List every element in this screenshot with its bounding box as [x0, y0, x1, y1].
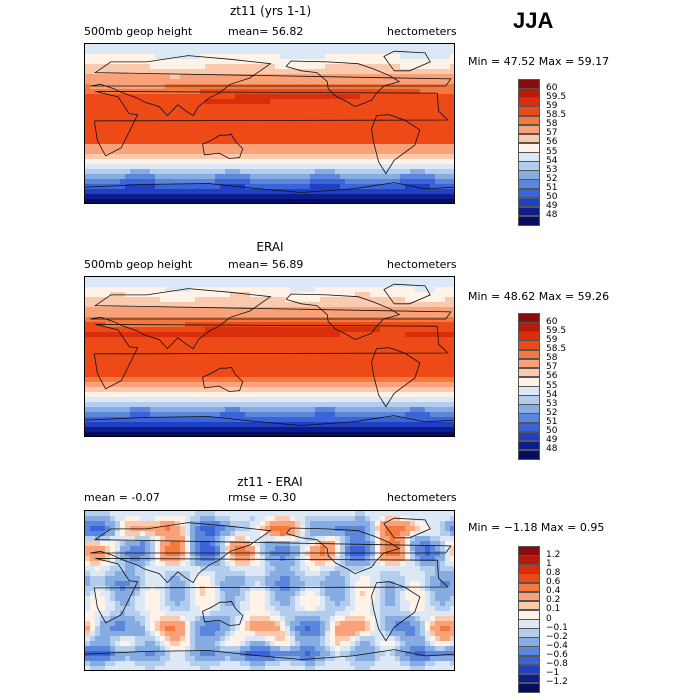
- colorbar-label: 54: [546, 389, 558, 400]
- panel2-map: [84, 276, 455, 437]
- colorbar-label: 51: [546, 183, 558, 193]
- panel2-left-label: 500mb geop height: [84, 258, 193, 271]
- colorbar-label: 0.6: [546, 577, 561, 587]
- colorbar-label: 58.5: [546, 344, 567, 354]
- panel1-title: zt11 (yrs 1-1): [230, 4, 312, 18]
- colorbar-label: 54: [546, 155, 558, 166]
- colorbar-label: −1.2: [546, 677, 568, 688]
- colorbar-label: 55: [546, 380, 558, 391]
- panel1-units: hectometers: [387, 25, 457, 38]
- panel1-map: [84, 43, 455, 204]
- colorbar-label: 53: [546, 398, 558, 409]
- colorbar-label: 60: [546, 82, 558, 93]
- colorbar-label: 50: [546, 192, 558, 203]
- season-label: JJA: [513, 8, 554, 33]
- panel1-minmax: Min = 47.52 Max = 59.17: [468, 55, 610, 68]
- colorbar-swatch: [518, 682, 540, 693]
- panel2-minmax: Min = 48.62 Max = 59.26: [468, 290, 610, 303]
- colorbar-label: 0.8: [546, 567, 561, 578]
- panel2-title: ERAI: [256, 240, 284, 254]
- colorbar-label: 51: [546, 417, 558, 427]
- colorbar-label: 0: [546, 613, 552, 624]
- colorbar-label: −0.6: [546, 650, 568, 660]
- panel2-mean: mean= 56.89: [228, 258, 304, 271]
- colorbar-swatch: [518, 449, 540, 460]
- colorbar-label: 52: [546, 407, 558, 418]
- panel2-units: hectometers: [387, 258, 457, 271]
- colorbar-label: 56: [546, 137, 558, 148]
- colorbar-label: 49: [546, 435, 558, 446]
- colorbar-label: 59: [546, 100, 558, 111]
- colorbar-label: 50: [546, 426, 558, 437]
- panel3-units: hectometers: [387, 491, 457, 504]
- panel3-field: [85, 511, 454, 670]
- panel3-map: [84, 510, 455, 671]
- colorbar-label: 53: [546, 164, 558, 175]
- colorbar-label: 52: [546, 173, 558, 184]
- panel1-colorbar: 60 59.5 59 58.5 58 57 56 55 54 53 52 51 50 49 48: [518, 79, 566, 226]
- colorbar-label: 55: [546, 146, 558, 157]
- colorbar-label: 0.1: [546, 604, 561, 615]
- panel1-field: [85, 44, 454, 203]
- colorbar-label: −0.4: [546, 640, 568, 651]
- panel3-colorbar: 1.2 1 0.8 0.6 0.4 0.2 0.1 0 −0.1 −0.2 −0.4 −0.6 −0.8…: [518, 546, 568, 693]
- panel3-minmax: Min = −1.18 Max = 0.95: [468, 521, 605, 534]
- colorbar-label: 48: [546, 210, 558, 221]
- panel2-field: [85, 277, 454, 436]
- colorbar-label: 49: [546, 201, 558, 212]
- panel2-colorbar: 60 59.5 59 58.5 58 57 56 55 54 53 52 51 50 49 48: [518, 313, 566, 460]
- colorbar-label: −1: [546, 668, 560, 679]
- colorbar-label: 58: [546, 119, 558, 130]
- colorbar-label: −0.1: [546, 622, 568, 633]
- panel3-mean: mean = -0.07: [84, 491, 160, 504]
- colorbar-label: 59: [546, 334, 558, 345]
- panel3-rmse: rmse = 0.30: [228, 491, 297, 504]
- panel1-mean: mean= 56.82: [228, 25, 304, 38]
- colorbar-label: 56: [546, 371, 558, 382]
- colorbar-label: 58: [546, 353, 558, 364]
- panel1-left-label: 500mb geop height: [84, 25, 193, 38]
- colorbar-label: 1.2: [546, 549, 561, 560]
- colorbar-label: 59.5: [546, 325, 567, 336]
- colorbar-label: 60: [546, 316, 558, 327]
- colorbar-label: 48: [546, 444, 558, 455]
- colorbar-label: 57: [546, 362, 558, 373]
- colorbar-label: 59.5: [546, 91, 567, 102]
- colorbar-label: 57: [546, 128, 558, 139]
- colorbar-label: 58.5: [546, 110, 567, 120]
- panel3-title: zt11 - ERAI: [237, 475, 303, 489]
- colorbar-label: −0.2: [546, 631, 568, 642]
- colorbar-label: 0.2: [546, 595, 561, 606]
- colorbar-label: −0.8: [546, 659, 568, 670]
- colorbar-label: 1: [546, 558, 552, 569]
- colorbar-swatch: [518, 215, 540, 226]
- colorbar-label: 0.4: [546, 586, 561, 597]
